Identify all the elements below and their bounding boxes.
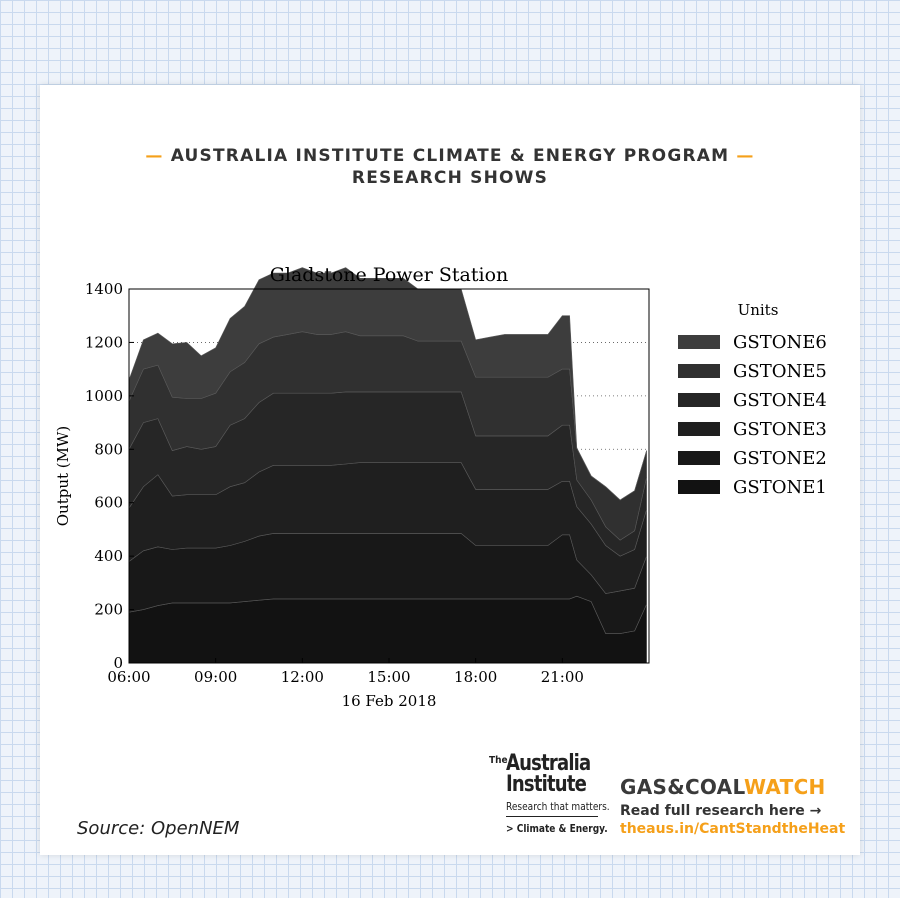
legend-swatch-gstone2 bbox=[678, 451, 720, 465]
logo-the: The bbox=[489, 755, 508, 766]
logo-divider bbox=[506, 816, 598, 817]
legend-label-gstone3: GSTONE3 bbox=[733, 419, 827, 440]
chart-title: Gladstone Power Station bbox=[270, 264, 509, 286]
x-axis-label: 16 Feb 2018 bbox=[342, 692, 437, 710]
legend-swatch-gstone3 bbox=[678, 422, 720, 436]
y-tick-label: 400 bbox=[94, 547, 123, 565]
logo-name-line-2: Institute bbox=[506, 772, 587, 797]
gcw-part-1: GAS&COAL bbox=[620, 775, 744, 799]
program-header: — AUSTRALIA INSTITUTE CLIMATE & ENERGY P… bbox=[40, 145, 860, 189]
legend-swatch-gstone5 bbox=[678, 364, 720, 378]
legend-swatch-gstone4 bbox=[678, 393, 720, 407]
x-tick-label: 12:00 bbox=[281, 668, 324, 686]
logo-name-line-1: Australia bbox=[506, 751, 591, 776]
gcw-part-2: WATCH bbox=[743, 775, 826, 799]
legend-label-gstone4: GSTONE4 bbox=[733, 390, 827, 411]
y-axis-label: Output (MW) bbox=[54, 426, 72, 527]
logo-name: Australia Institute bbox=[506, 751, 591, 797]
legend-swatch-gstone6 bbox=[678, 335, 720, 349]
y-tick-label: 800 bbox=[94, 440, 123, 458]
y-tick-label: 0 bbox=[113, 654, 123, 672]
y-tick-label: 1000 bbox=[85, 387, 123, 405]
read-research-text: Read full research here → bbox=[620, 803, 822, 819]
logo-tagline: Research that matters. bbox=[506, 800, 610, 813]
y-tick-label: 1200 bbox=[85, 333, 123, 351]
area-gstone1 bbox=[128, 595, 647, 664]
x-tick-label: 06:00 bbox=[107, 668, 150, 686]
area-gstone6 bbox=[128, 267, 647, 501]
x-tick-label: 09:00 bbox=[194, 668, 237, 686]
header-line-1: — AUSTRALIA INSTITUTE CLIMATE & ENERGY P… bbox=[40, 145, 860, 167]
legend-label-gstone5: GSTONE5 bbox=[733, 361, 827, 382]
header-line-2: RESEARCH SHOWS bbox=[351, 168, 549, 188]
gas-coal-watch-block: GAS&COALWATCH Read full research here → … bbox=[620, 775, 845, 837]
legend-label-gstone6: GSTONE6 bbox=[733, 332, 827, 353]
legend-swatch-gstone1 bbox=[678, 480, 720, 494]
research-link[interactable]: theaus.in/CantStandtheHeat bbox=[620, 821, 846, 837]
y-tick-label: 600 bbox=[94, 494, 123, 512]
content-card: — AUSTRALIA INSTITUTE CLIMATE & ENERGY P… bbox=[40, 85, 860, 855]
legend-label-gstone2: GSTONE2 bbox=[733, 448, 827, 469]
gas-coal-watch-logo: GAS&COALWATCH bbox=[620, 775, 845, 799]
x-tick-label: 15:00 bbox=[367, 668, 410, 686]
gladstone-chart: 0 200 400 600 800 1000 1200 1400 06:00 09:00 12:00… bbox=[54, 264, 827, 710]
x-tick-label: 18:00 bbox=[454, 668, 497, 686]
y-tick-label: 1400 bbox=[85, 280, 123, 298]
x-tick-label: 21:00 bbox=[541, 668, 584, 686]
header-dash-left: — bbox=[145, 146, 164, 166]
logo-program: > Climate & Energy. bbox=[506, 822, 608, 835]
header-title: AUSTRALIA INSTITUTE CLIMATE & ENERGY PRO… bbox=[170, 146, 730, 166]
source-note: Source: OpenNEM bbox=[77, 818, 240, 839]
header-dash-right: — bbox=[736, 146, 755, 166]
y-tick-label: 200 bbox=[94, 601, 123, 619]
legend-title: Units bbox=[738, 301, 779, 319]
australia-institute-logo: The Australia Institute Research that ma… bbox=[487, 751, 610, 843]
legend-label-gstone1: GSTONE1 bbox=[733, 477, 827, 498]
